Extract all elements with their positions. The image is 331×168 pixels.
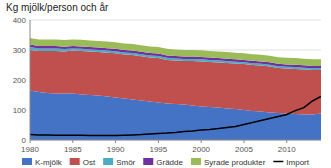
legend-item: Smör (103, 158, 135, 167)
legend-item: Grädde (143, 158, 183, 167)
tick-label: 100 (13, 106, 27, 115)
area (30, 45, 321, 69)
tick-label: 2010 (278, 145, 296, 154)
legend-label: Syrade produkter (204, 158, 266, 167)
legend-item: Import (273, 158, 309, 167)
tick (115, 140, 116, 143)
tick-label: 400 (13, 16, 27, 25)
grid-line (30, 20, 321, 21)
legend: K-mjölk Ost Smör Grädde Syrade produkter Impo… (22, 158, 310, 167)
legend-item: Ost (70, 158, 96, 167)
tick (72, 140, 73, 143)
y-axis: 0 100 200 300 400 (13, 16, 321, 145)
tick-label: 2005 (235, 145, 253, 154)
tick (30, 140, 31, 143)
tick (286, 140, 287, 143)
area (30, 38, 321, 66)
tick-label: 200 (13, 76, 27, 85)
legend-label: Ost (83, 158, 96, 167)
tick-label: 1980 (21, 145, 39, 154)
tick (158, 140, 159, 143)
line (30, 97, 321, 136)
legend-label: K-mjölk (35, 158, 63, 167)
chart: Kg mjölk/person och år K-mjölk Ost Smör Gräd… (0, 0, 331, 168)
x-axis-line (30, 140, 321, 141)
tick-label: 1990 (107, 145, 125, 154)
tick-label: 0 (22, 136, 27, 145)
legend-swatch (103, 158, 113, 165)
title: Kg mjölk/person och år (6, 2, 109, 13)
y-axis-line (30, 20, 31, 140)
marks (30, 38, 321, 140)
x-axis: 1980 1985 1990 1995 2000 2005 2010 (21, 140, 296, 154)
tick (243, 140, 244, 143)
legend-swatch (143, 158, 153, 165)
tick-label: 2000 (192, 145, 210, 154)
legend-label: Smör (116, 158, 135, 167)
legend-label: Grädde (156, 158, 183, 167)
tick-label: 1995 (149, 145, 167, 154)
legend-swatch (191, 158, 201, 165)
tick-label: 1985 (64, 145, 82, 154)
legend-label: Import (286, 158, 309, 167)
tick (201, 140, 202, 143)
tick-label: 300 (13, 46, 27, 55)
legend-item: Syrade produkter (191, 158, 266, 167)
legend-swatch (273, 161, 283, 163)
legend-item: K-mjölk (22, 158, 63, 167)
legend-swatch (22, 158, 32, 165)
grid-line (30, 140, 321, 141)
legend-swatch (70, 158, 80, 165)
